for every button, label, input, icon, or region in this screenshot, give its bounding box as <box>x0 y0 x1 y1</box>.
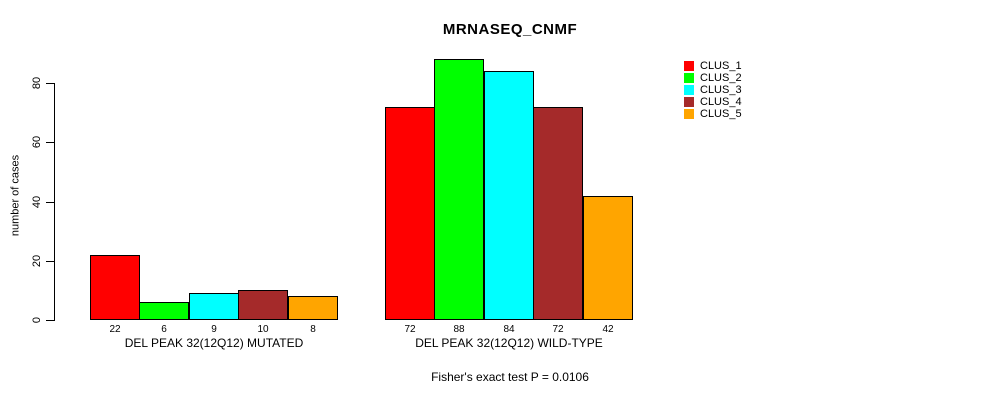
bar-value-label: 84 <box>503 324 515 335</box>
legend-swatch-clus-3 <box>684 85 694 95</box>
y-axis-tick <box>46 142 54 143</box>
legend-label-clus-4: CLUS_4 <box>700 96 742 108</box>
y-axis-tick <box>46 261 54 262</box>
bar-del-peak-32-12q12-wild-type-clus-5 <box>583 196 633 320</box>
y-axis-tick-label: 40 <box>31 195 43 209</box>
bar-del-peak-32-12q12-mutated-clus-1 <box>90 255 140 320</box>
legend-swatch-clus-5 <box>684 109 694 119</box>
bar-del-peak-32-12q12-mutated-clus-3 <box>189 293 239 320</box>
y-axis-tick <box>46 202 54 203</box>
legend-label-clus-5: CLUS_5 <box>700 108 742 120</box>
y-axis-tick-label: 60 <box>31 135 43 149</box>
bar-del-peak-32-12q12-wild-type-clus-2 <box>434 59 484 320</box>
bar-value-label: 9 <box>211 324 217 335</box>
legend-label-clus-2: CLUS_2 <box>700 72 742 84</box>
bar-value-label: 88 <box>453 324 465 335</box>
y-axis-title: number of cases <box>9 154 22 237</box>
bar-value-label: 72 <box>552 324 564 335</box>
y-axis-tick <box>46 320 54 321</box>
y-axis-line <box>54 83 55 321</box>
x-axis-group-label: DEL PEAK 32(12Q12) WILD-TYPE <box>415 336 603 350</box>
bar-del-peak-32-12q12-mutated-clus-4 <box>238 290 288 320</box>
legend-label-clus-3: CLUS_3 <box>700 84 742 96</box>
bar-value-label: 10 <box>257 324 269 335</box>
bar-value-label: 8 <box>310 324 316 335</box>
bar-value-label: 72 <box>404 324 416 335</box>
y-axis-tick <box>46 83 54 84</box>
bar-del-peak-32-12q12-wild-type-clus-1 <box>385 107 435 320</box>
legend-swatch-clus-2 <box>684 73 694 83</box>
bar-del-peak-32-12q12-wild-type-clus-4 <box>533 107 583 320</box>
chart-title: MRNASEQ_CNMF <box>442 21 578 38</box>
bar-value-label: 6 <box>161 324 167 335</box>
bar-value-label: 22 <box>109 324 121 335</box>
bar-del-peak-32-12q12-mutated-clus-2 <box>139 302 189 320</box>
y-axis-tick-label: 0 <box>31 316 43 324</box>
bar-value-label: 42 <box>602 324 614 335</box>
fisher-test-annotation: Fisher's exact test P = 0.0106 <box>431 370 589 384</box>
legend-swatch-clus-4 <box>684 97 694 107</box>
x-axis-group-label: DEL PEAK 32(12Q12) MUTATED <box>124 336 304 350</box>
legend-label-clus-1: CLUS_1 <box>700 60 742 72</box>
bar-del-peak-32-12q12-mutated-clus-5 <box>288 296 338 320</box>
legend-swatch-clus-1 <box>684 61 694 71</box>
y-axis-tick-label: 20 <box>31 254 43 268</box>
bar-del-peak-32-12q12-wild-type-clus-3 <box>484 71 534 320</box>
y-axis-tick-label: 80 <box>31 76 43 90</box>
